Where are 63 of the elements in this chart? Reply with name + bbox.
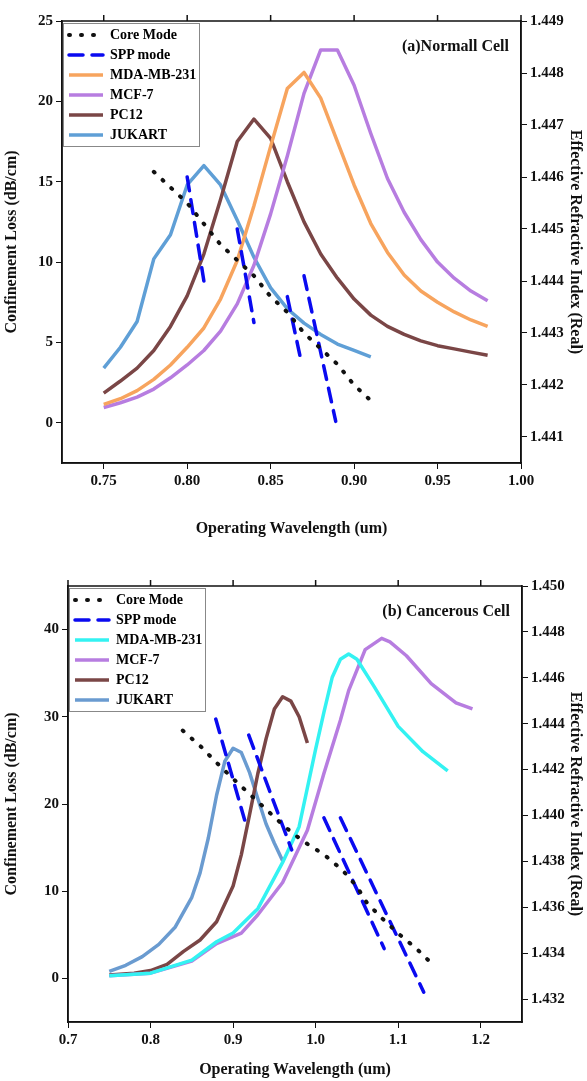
y-axis-title: Confinement Loss (dB/cm) [1,712,20,896]
x-tick-label: 1.00 [507,471,535,488]
legend-label: PC12 [116,672,149,688]
legend-label: MCF-7 [116,652,160,668]
legend-label: JUKART [116,692,174,708]
y2-tick-label: 1.448 [530,63,564,80]
y2-tick-label: 1.444 [530,271,565,288]
y2-tick-label: 1.447 [530,115,565,132]
x-axis-title: Operating Wavelength (um) [199,1059,391,1078]
y2-axis-title: Effective Refractive Index (Real) [567,129,586,355]
y2-tick-label: 1.436 [531,898,566,915]
y2-tick-label: 1.445 [530,219,564,236]
legend-label: MDA-MB-231 [110,67,197,83]
y-tick-label: 0 [51,969,59,986]
x-tick-label: 0.75 [90,471,117,488]
y2-tick-label: 1.442 [531,760,565,777]
legend-label: JUKART [110,127,168,143]
y-tick-label: 15 [38,172,53,189]
y-tick-label: 25 [38,11,53,28]
x-tick-label: 0.95 [424,471,451,488]
annotation: (a)Normall Cell [401,37,510,56]
y-tick-label: 10 [38,252,53,269]
y2-tick-label: 1.432 [531,989,565,1006]
x-tick-label: 0.80 [174,471,201,488]
x-tick-label: 0.85 [257,471,284,488]
x-axis-title: Operating Wavelength (um) [195,518,388,537]
legend-label: MDA-MB-231 [116,632,203,648]
legend-label: PC12 [110,107,143,123]
x-tick-label: 1.2 [471,1030,491,1047]
legend-label: Core Mode [110,27,177,43]
line-series [151,169,373,403]
y-tick-label: 0 [45,413,53,430]
y-tick-label: 40 [44,620,59,637]
y2-axis-title: Effective Refractive Index (Real) [567,691,586,917]
y2-tick-label: 1.444 [531,714,566,731]
y-tick-label: 20 [38,92,53,109]
legend-label: SPP mode [110,47,171,63]
y2-tick-label: 1.438 [531,852,565,869]
legend-label: SPP mode [116,612,177,628]
x-tick-label: 0.8 [141,1030,160,1047]
y2-tick-label: 1.441 [530,427,564,444]
y-tick-label: 5 [45,333,53,350]
annotation: (b) Cancerous Cell [382,602,511,621]
y2-tick-label: 1.450 [531,576,565,593]
y2-tick-label: 1.440 [531,806,565,823]
legend-label: Core Mode [116,592,183,608]
y-tick-label: 20 [44,794,59,811]
y2-tick-label: 1.434 [531,944,566,961]
y-tick-label: 10 [44,882,59,899]
legend-label: MCF-7 [110,87,154,103]
x-tick-label: 1.1 [388,1030,408,1047]
y-axis-title: Confinement Loss (dB/cm) [1,150,20,334]
x-tick-label: 0.90 [340,471,368,488]
y2-tick-label: 1.443 [530,323,564,340]
y2-tick-label: 1.446 [531,668,566,685]
x-tick-label: 1.0 [306,1030,326,1047]
y2-tick-label: 1.446 [530,167,565,184]
y2-tick-label: 1.442 [530,375,564,392]
x-tick-label: 0.7 [58,1030,78,1047]
y-tick-label: 30 [44,707,59,724]
x-tick-label: 0.9 [223,1030,243,1047]
y2-tick-label: 1.449 [530,11,564,28]
y2-tick-label: 1.448 [531,622,565,639]
